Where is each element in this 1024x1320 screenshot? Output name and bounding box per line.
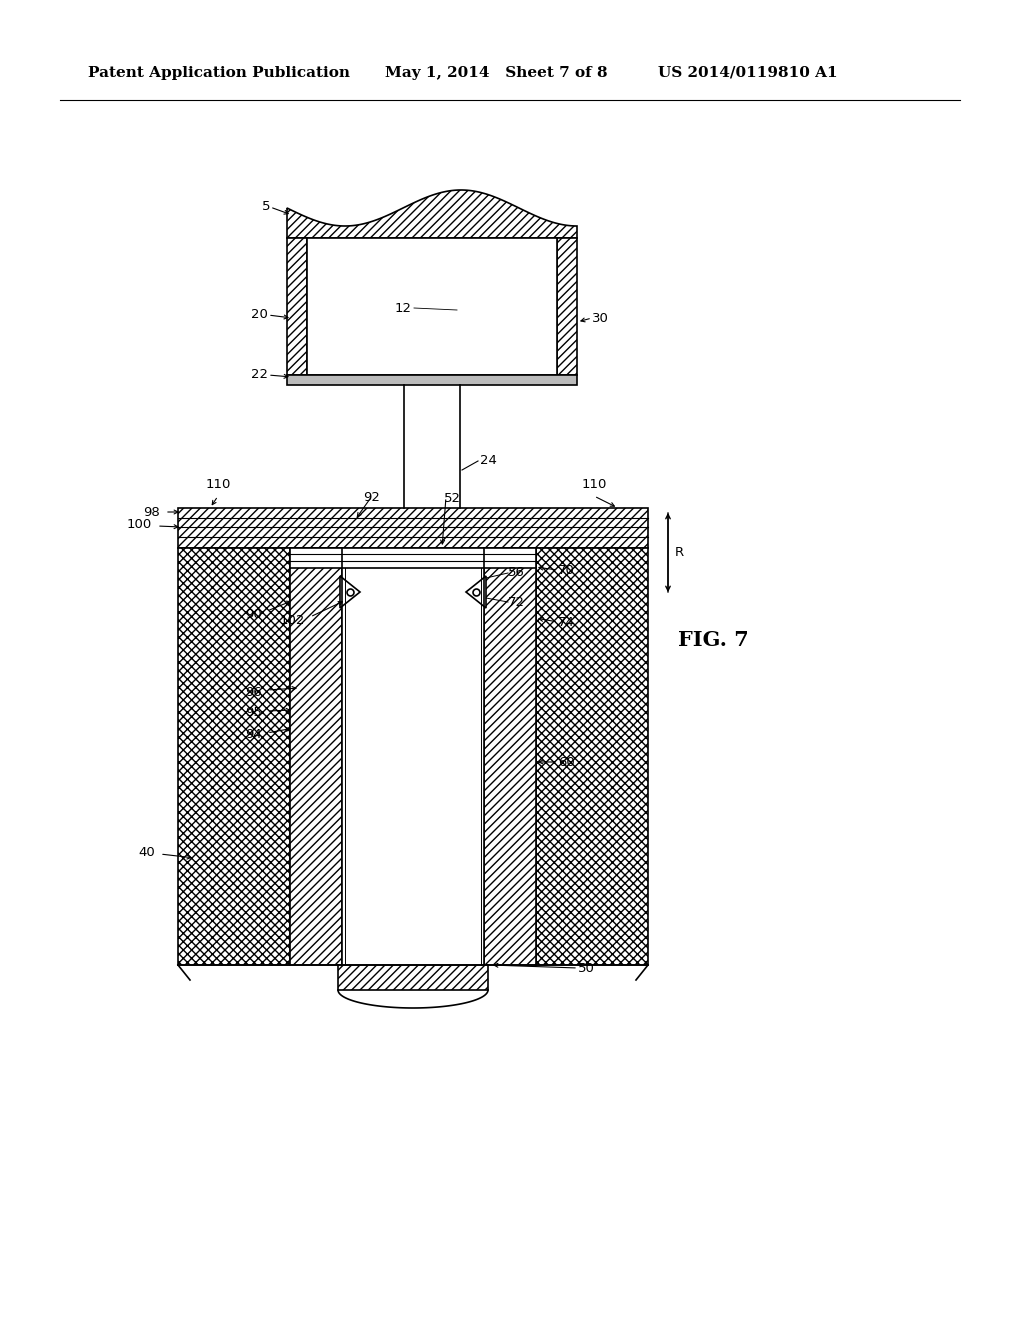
Text: 95: 95 [245,705,262,718]
Text: Patent Application Publication: Patent Application Publication [88,66,350,81]
Bar [287,375,577,385]
Polygon shape [287,190,577,238]
Text: 110: 110 [206,478,230,491]
Text: 12: 12 [395,301,412,314]
Text: 22: 22 [251,368,268,381]
Text: 110: 110 [582,478,606,491]
Bar [338,965,488,990]
Text: 30: 30 [592,312,609,325]
Polygon shape [466,576,486,609]
Bar [287,238,307,375]
Text: 50: 50 [578,961,595,974]
Text: R: R [675,546,684,558]
Bar [178,508,648,548]
Text: 20: 20 [251,309,268,322]
Text: 5: 5 [261,201,270,214]
Text: 52: 52 [444,492,461,506]
Bar [178,548,290,965]
Text: 24: 24 [480,454,497,466]
Bar [484,548,536,965]
Text: 60: 60 [558,755,574,768]
Text: US 2014/0119810 A1: US 2014/0119810 A1 [658,66,838,81]
Bar [290,548,536,568]
Bar [557,238,577,375]
Text: 102: 102 [280,614,305,627]
Polygon shape [340,576,360,609]
Text: 70: 70 [558,564,574,577]
Text: May 1, 2014   Sheet 7 of 8: May 1, 2014 Sheet 7 of 8 [385,66,607,81]
Text: FIG. 7: FIG. 7 [678,630,749,649]
Bar [290,548,342,965]
Text: 56: 56 [508,566,525,579]
Text: 98: 98 [143,506,160,519]
Text: 90: 90 [246,607,262,620]
Text: 96: 96 [246,685,262,698]
Bar [307,238,557,375]
Text: 72: 72 [508,595,525,609]
Bar [536,548,648,965]
Text: 74: 74 [558,615,574,628]
Text: 92: 92 [364,491,381,504]
Bar [342,548,484,965]
Text: 94: 94 [246,729,262,742]
Text: 40: 40 [138,846,155,858]
Text: 100: 100 [127,519,152,532]
